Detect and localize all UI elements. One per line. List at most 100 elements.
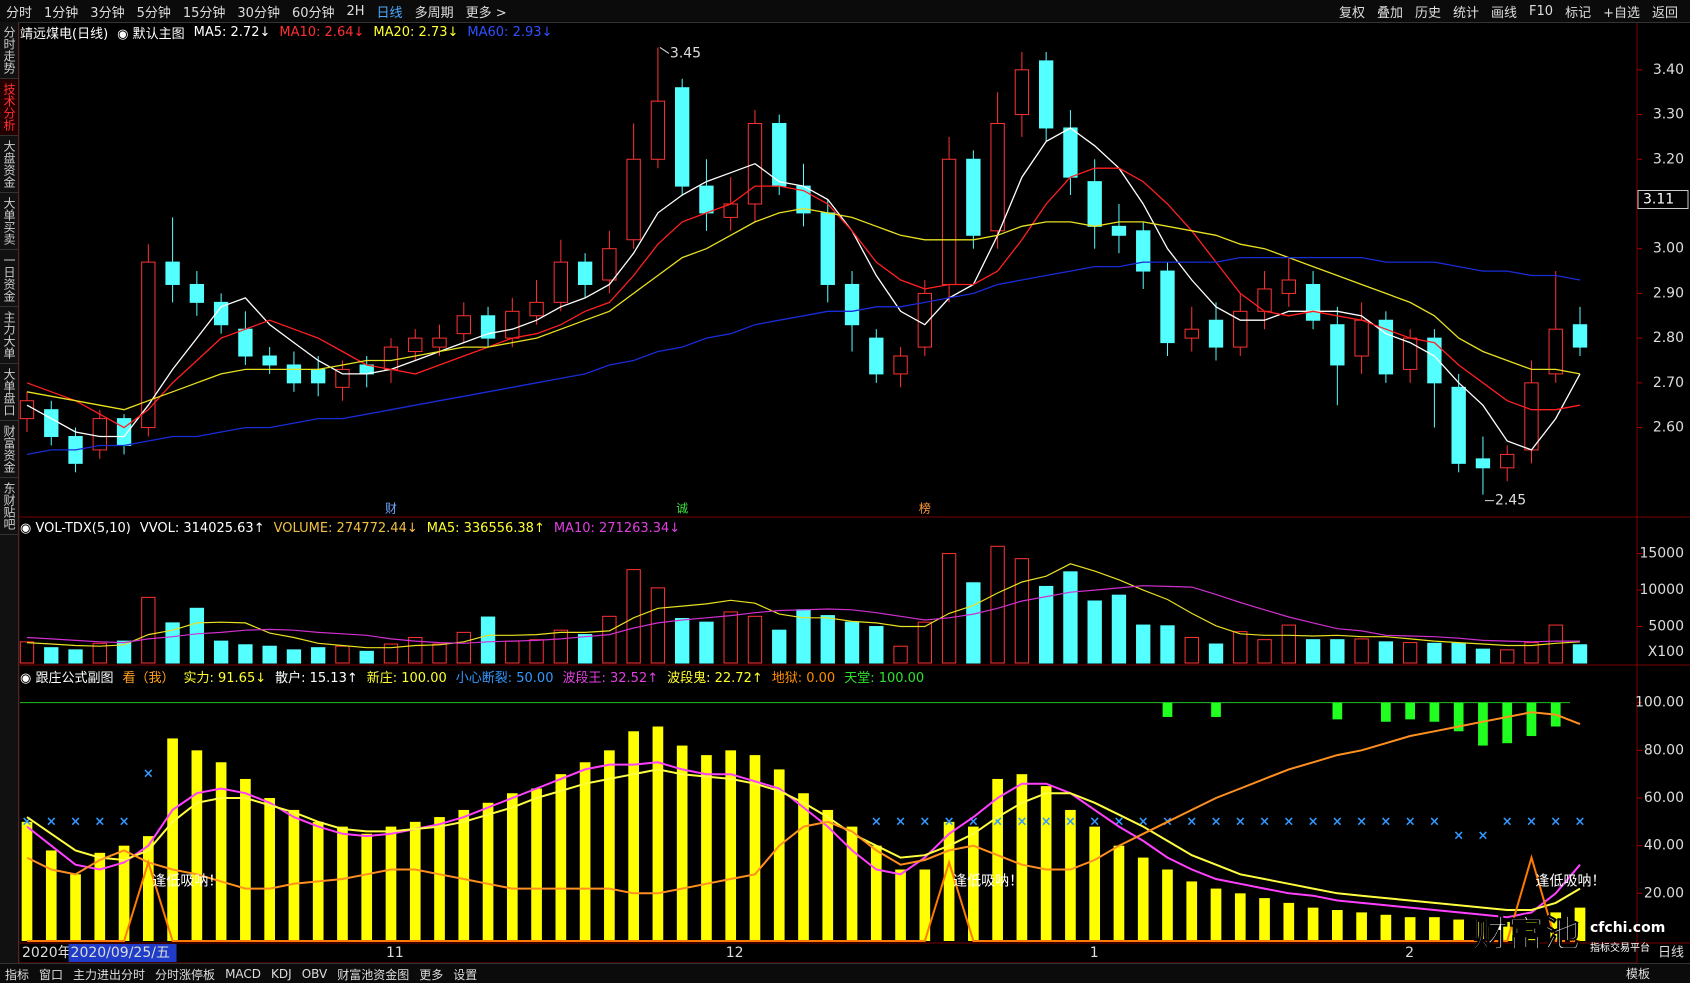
toolbar-button[interactable]: 复权 <box>1338 5 1365 21</box>
toolbar-button[interactable]: 画线 <box>1491 5 1518 21</box>
indicator-bar <box>1259 898 1270 941</box>
toolbar-button[interactable]: F10 <box>1529 3 1554 19</box>
bottom-button[interactable]: 主力进出分时 <box>73 967 146 982</box>
signal-text: 逢低吸呐！ <box>1535 872 1605 889</box>
indicator-bar <box>1477 921 1489 941</box>
indicator-bar <box>919 869 931 941</box>
indicator-bar <box>506 793 518 941</box>
period-label: 日线 <box>1658 946 1684 961</box>
bottom-button[interactable]: 模板 <box>1625 966 1650 981</box>
volume-bar <box>189 607 205 664</box>
side-tab[interactable]: 分时走势 <box>0 22 18 79</box>
bottom-button[interactable]: MACD <box>225 967 262 981</box>
indicator-bar <box>361 833 373 941</box>
candle-body <box>674 87 690 187</box>
legend: 靖远煤电(日线) ◉ 默认主图 MA5: 2.72↓ MA10: 2.64↓ MA20:… <box>20 22 561 43</box>
side-tab[interactable]: 财富资金 <box>0 421 18 478</box>
candle-body <box>44 409 59 438</box>
toolbar-button[interactable]: 历史 <box>1414 5 1441 21</box>
candle-body <box>699 185 714 214</box>
cursor-box <box>1637 190 1689 210</box>
side-tab[interactable]: 大单盘口 <box>0 364 18 421</box>
cross-marker: × <box>944 814 955 829</box>
side-tab[interactable]: 大盘资金 <box>0 136 18 193</box>
indicator-bar <box>409 821 421 941</box>
bottom-button[interactable]: 指标 <box>5 967 30 982</box>
candle-body <box>941 158 957 285</box>
cross-marker: × <box>1502 814 1513 829</box>
y-tick-label: 3.40 <box>1653 62 1684 78</box>
legend-item: MA5: 336556.38↑ <box>426 521 545 536</box>
toolbar-button[interactable]: 更多 > <box>465 5 507 21</box>
toolbar-button[interactable]: 日线 <box>376 5 403 21</box>
volume-bar <box>1354 638 1369 664</box>
legend-item: 看（我） <box>122 671 175 686</box>
bottom-button[interactable]: 分时涨停板 <box>155 967 216 982</box>
indicator-bar <box>142 836 154 941</box>
y-tick-label: 2.60 <box>1653 420 1684 436</box>
candle-body <box>1038 60 1054 129</box>
date-label: 2 <box>1405 945 1414 961</box>
toolbar-button[interactable]: 标记 <box>1565 5 1592 21</box>
indicator-bar <box>1550 912 1562 941</box>
indicator-bar <box>1526 919 1537 941</box>
volume-bar <box>1063 571 1078 664</box>
side-tab[interactable]: 主力大单 <box>0 307 18 364</box>
bottom-button[interactable]: KDJ <box>271 967 292 981</box>
watermark-tagline: 指标交易平台 <box>1590 941 1650 954</box>
toolbar-button[interactable]: 60分钟 <box>291 5 335 21</box>
volume-bar <box>456 631 471 664</box>
candle-body <box>1524 382 1539 451</box>
toolbar-button[interactable]: 3分钟 <box>90 5 125 21</box>
indicator-bar <box>749 755 761 941</box>
volume-bar <box>650 587 666 664</box>
volume-bar <box>1524 642 1539 664</box>
cross-marker: × <box>22 814 33 829</box>
indicator-bar <box>1137 857 1149 941</box>
candle-body <box>1208 319 1224 348</box>
green-bar <box>1162 702 1173 717</box>
green-bar <box>1526 702 1537 737</box>
cross-marker: × <box>1405 814 1416 829</box>
toolbar-button[interactable]: 2H <box>346 3 365 19</box>
indicator-bar <box>773 769 785 941</box>
toolbar-button[interactable]: 1分钟 <box>44 5 79 21</box>
bottom-button[interactable]: 设置 <box>453 967 478 982</box>
side-tab[interactable]: 大单买卖 <box>0 193 18 250</box>
indicator-bar <box>288 809 300 941</box>
toolbar-button[interactable]: 30分钟 <box>237 5 280 21</box>
volume-bar <box>19 641 35 664</box>
bottom-button[interactable]: OBV <box>301 967 328 981</box>
cross-marker: × <box>1356 814 1367 829</box>
cross-marker: × <box>871 814 882 829</box>
volume-bar <box>213 640 229 664</box>
cross-marker: × <box>1016 814 1027 829</box>
legend-item: MA60: 2.93↓ <box>467 25 553 40</box>
toolbar-button[interactable]: 返回 <box>1651 5 1678 21</box>
toolbar-button[interactable]: +自选 <box>1603 5 1640 21</box>
toolbar-button[interactable]: 15分钟 <box>182 5 226 21</box>
candle-body <box>869 337 884 375</box>
y-tick-label: 100.00 <box>1635 695 1684 711</box>
toolbar-button[interactable]: 统计 <box>1453 5 1480 21</box>
cross-marker: × <box>1138 814 1149 829</box>
green-bar <box>1502 702 1513 744</box>
side-tab[interactable]: 东财贴吧 <box>0 478 18 535</box>
side-tab[interactable]: 一日资金 <box>0 250 18 307</box>
toolbar-button[interactable]: 多周期 <box>414 5 454 21</box>
unit-label: X100 <box>1648 644 1684 660</box>
candle-body <box>893 355 908 375</box>
bottom-button[interactable]: 窗口 <box>39 967 64 982</box>
toolbar-button[interactable]: 分时 <box>6 5 33 21</box>
toolbar-button[interactable]: 叠加 <box>1376 5 1403 21</box>
side-tab[interactable]: 技术分析 <box>0 79 18 136</box>
bottom-button[interactable]: 更多 <box>419 967 444 982</box>
event-marker: 诚 <box>676 502 688 516</box>
watermark-brand: 财富池 <box>1472 913 1580 955</box>
volume-bar <box>1257 639 1272 664</box>
high-pointer <box>659 47 670 54</box>
toolbar-button[interactable]: 5分钟 <box>136 5 171 21</box>
candle-body <box>408 337 423 353</box>
bottom-button[interactable]: 财富池资金图 <box>337 967 410 982</box>
indicator-bar <box>870 845 882 941</box>
